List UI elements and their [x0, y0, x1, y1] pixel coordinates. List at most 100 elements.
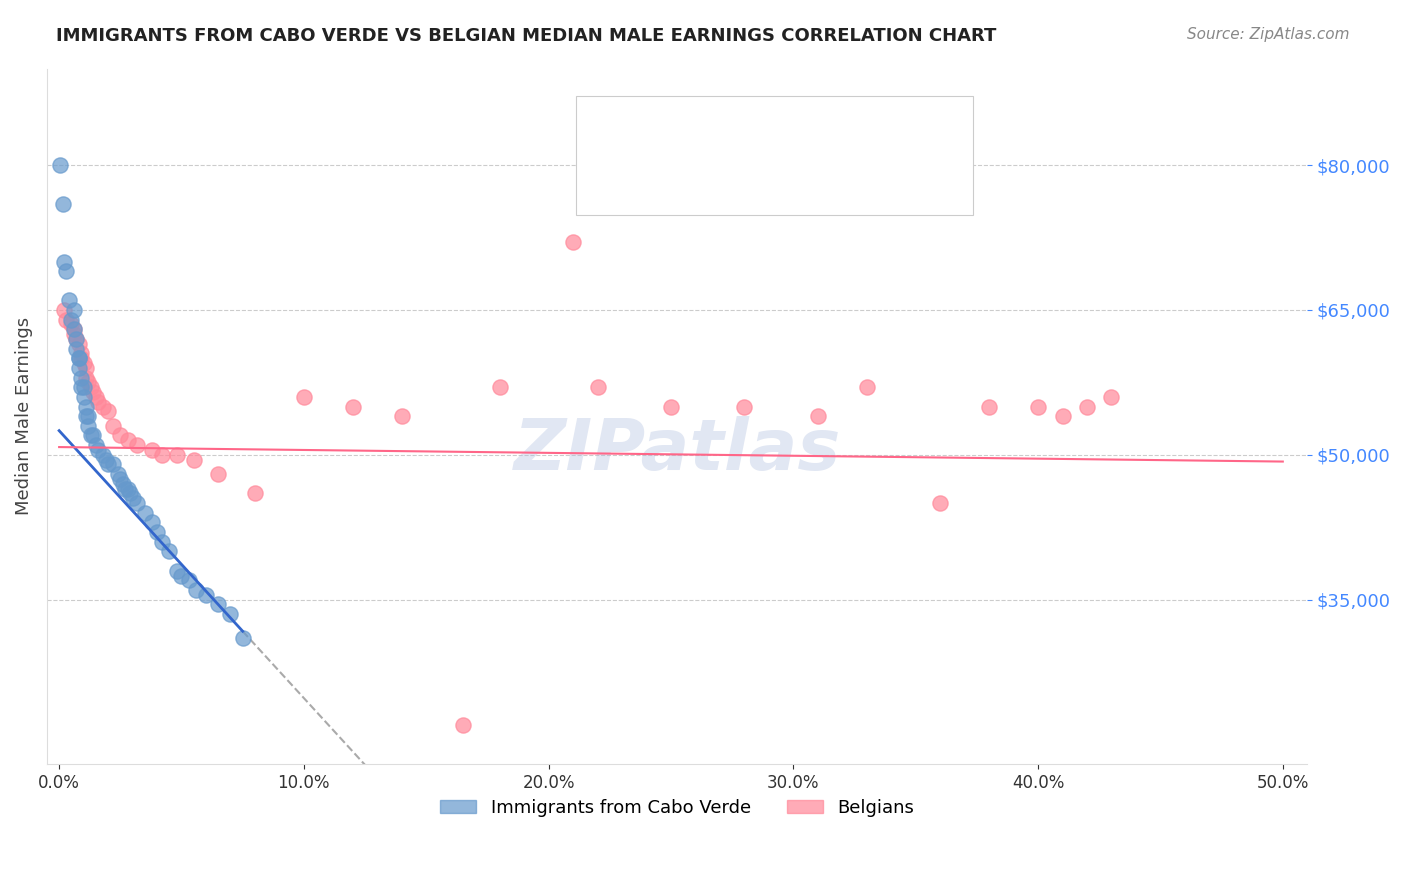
Point	[55, 264, 77, 278]
Point	[91, 448, 114, 462]
Point	[70, 370, 93, 384]
Point	[60, 312, 83, 326]
Point	[120, 486, 142, 500]
Point	[49, 158, 72, 172]
Point	[929, 496, 952, 510]
Point	[121, 491, 143, 506]
Point	[75, 360, 97, 375]
Point	[177, 574, 200, 588]
FancyBboxPatch shape	[576, 96, 973, 215]
Point	[53, 302, 76, 317]
Point	[207, 467, 229, 482]
Point	[186, 582, 208, 597]
Point	[75, 370, 97, 384]
Point	[451, 718, 474, 732]
Point	[53, 254, 76, 268]
Y-axis label: Median Male Earnings: Median Male Earnings	[15, 318, 32, 516]
Point	[292, 390, 315, 404]
Text: ZIPatlas: ZIPatlas	[513, 417, 841, 485]
Point	[94, 452, 117, 467]
Point	[97, 458, 120, 472]
Point	[659, 400, 682, 414]
Text: -0.031: -0.031	[692, 161, 752, 178]
Text: R =: R =	[645, 115, 682, 133]
Point	[65, 342, 87, 356]
Point	[97, 404, 120, 418]
Point	[84, 390, 107, 404]
Point	[87, 394, 110, 409]
Point	[157, 544, 180, 558]
Point	[87, 442, 110, 457]
Point	[232, 632, 254, 646]
Point	[1076, 400, 1098, 414]
Point	[1101, 390, 1123, 404]
Point	[72, 356, 94, 370]
Point	[207, 598, 229, 612]
Point	[65, 332, 87, 346]
Point	[91, 400, 114, 414]
Legend: Immigrants from Cabo Verde, Belgians: Immigrants from Cabo Verde, Belgians	[433, 792, 921, 824]
Point	[70, 351, 93, 366]
Point	[67, 360, 90, 375]
Point	[855, 380, 877, 394]
Point	[170, 568, 193, 582]
Text: 50: 50	[825, 115, 849, 133]
Point	[1052, 409, 1074, 424]
Point	[107, 467, 129, 482]
Point	[127, 438, 149, 452]
Text: N =: N =	[782, 161, 818, 178]
Point	[110, 428, 132, 442]
Point	[1026, 400, 1049, 414]
Text: N =: N =	[782, 115, 818, 133]
Point	[219, 607, 242, 621]
Point	[166, 448, 188, 462]
Point	[67, 336, 90, 351]
Point	[65, 332, 87, 346]
Point	[111, 476, 134, 491]
Point	[60, 318, 83, 332]
Text: Source: ZipAtlas.com: Source: ZipAtlas.com	[1187, 27, 1350, 42]
Point	[134, 506, 156, 520]
Point	[150, 448, 173, 462]
Point	[183, 452, 205, 467]
Text: R =: R =	[645, 161, 682, 178]
Point	[82, 428, 104, 442]
Point	[117, 482, 139, 496]
Point	[70, 346, 93, 360]
Point	[166, 564, 188, 578]
Point	[488, 380, 510, 394]
Point	[117, 434, 139, 448]
Point	[77, 376, 100, 390]
Point	[146, 524, 169, 539]
Point	[110, 472, 132, 486]
Point	[80, 380, 103, 394]
Point	[150, 534, 173, 549]
Point	[127, 496, 149, 510]
Point	[733, 400, 755, 414]
Point	[101, 418, 124, 433]
Point	[62, 322, 84, 336]
Point	[62, 322, 84, 336]
Point	[82, 384, 104, 399]
Point	[194, 588, 217, 602]
Point	[58, 293, 80, 308]
Point	[67, 351, 90, 366]
Point	[72, 390, 94, 404]
Text: IMMIGRANTS FROM CABO VERDE VS BELGIAN MEDIAN MALE EARNINGS CORRELATION CHART: IMMIGRANTS FROM CABO VERDE VS BELGIAN ME…	[56, 27, 997, 45]
Point	[72, 380, 94, 394]
Point	[75, 409, 97, 424]
Point	[67, 351, 90, 366]
Text: -0.276: -0.276	[692, 115, 752, 133]
Point	[562, 235, 585, 250]
Point	[77, 409, 100, 424]
Point	[75, 400, 97, 414]
Point	[114, 482, 136, 496]
Point	[586, 380, 609, 394]
Point	[62, 302, 84, 317]
Point	[80, 428, 103, 442]
Point	[243, 486, 266, 500]
Point	[391, 409, 413, 424]
Point	[342, 400, 364, 414]
Point	[55, 312, 77, 326]
Point	[979, 400, 1001, 414]
